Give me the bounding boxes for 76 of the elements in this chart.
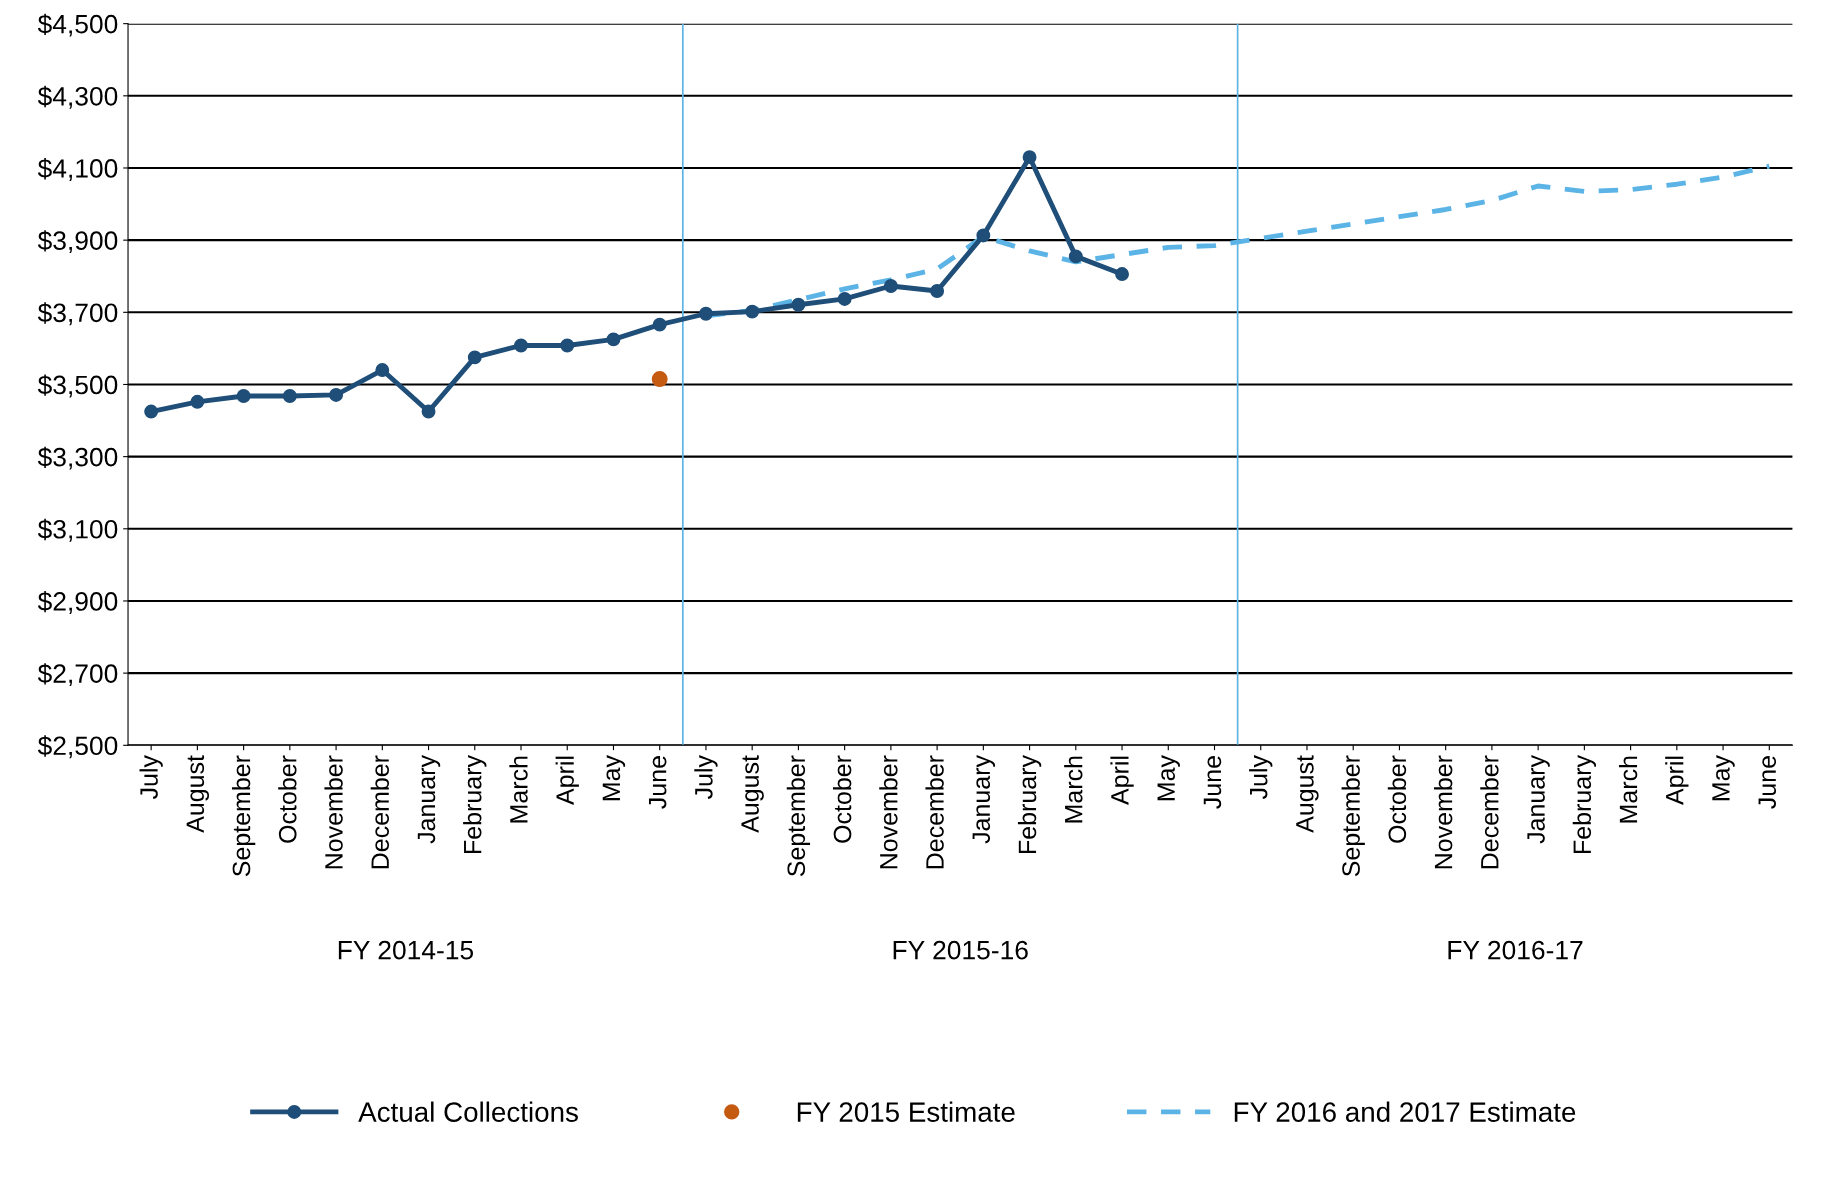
y-tick-label: $2,700	[37, 663, 118, 687]
x-tick-label: December	[370, 755, 390, 869]
point	[236, 389, 251, 403]
text: FY 2015-16	[893, 940, 1028, 960]
point	[652, 317, 667, 332]
y-tick-label: $2,500	[37, 735, 118, 759]
x-tick-label: August	[1296, 755, 1319, 833]
x-tick-label: May	[602, 755, 626, 801]
x-tick-label: January	[417, 755, 441, 844]
x-tick-label: April	[555, 756, 579, 805]
legend-label: FY 2016 and 2017 Estimate	[1234, 1101, 1576, 1122]
point	[606, 332, 621, 347]
x-tick-label: December	[925, 755, 944, 869]
y-tick-label: $3,700	[37, 302, 118, 326]
point	[791, 297, 806, 312]
y-tick-label: $3,900	[37, 230, 118, 254]
point	[837, 292, 852, 306]
x-tick-label: October	[278, 755, 297, 843]
x-tick-label: November	[879, 755, 898, 869]
point	[282, 389, 297, 403]
point	[560, 338, 575, 353]
x-tick-label: April	[1665, 756, 1689, 805]
x-tick-label: July	[694, 755, 718, 800]
x-tick-label: July	[139, 755, 163, 800]
x-tick-label: December	[1480, 755, 1499, 869]
point	[976, 228, 991, 243]
x-tick-label: October	[1387, 755, 1407, 843]
point	[514, 338, 528, 353]
x-tick-label: January	[972, 755, 995, 844]
x-tick-label: March	[509, 756, 528, 823]
point	[1022, 150, 1037, 165]
point	[1068, 249, 1083, 264]
text: FY 2016-17	[1448, 940, 1583, 960]
y-tick-label: $4,100	[37, 158, 118, 181]
point	[1115, 267, 1129, 282]
y-tick-label: $3,100	[37, 518, 118, 542]
point	[651, 371, 668, 388]
point	[375, 363, 390, 377]
x-tick-label: February	[1017, 755, 1042, 853]
point	[421, 404, 436, 419]
x-tick-label: May	[1157, 755, 1180, 801]
x-tick-label: January	[1527, 755, 1550, 844]
x-tick-label: August	[186, 755, 210, 833]
x-tick-label: February	[463, 755, 487, 853]
y-tick-label: $3,300	[37, 446, 118, 470]
y-tick-label: $4,500	[37, 13, 118, 37]
x-tick-label: March	[1064, 756, 1083, 823]
x-tick-label: September	[786, 755, 811, 877]
x-tick-label: February	[1572, 755, 1597, 853]
point	[930, 284, 945, 298]
y-tick-label: $2,900	[37, 590, 118, 614]
x-tick-label: July	[1249, 755, 1273, 800]
y-tick-label: $3,500	[37, 374, 118, 398]
x-tick-label: October	[832, 755, 852, 843]
x-tick-label: November	[324, 755, 343, 869]
x-tick-label: August	[741, 755, 764, 833]
point	[883, 279, 898, 293]
point	[698, 306, 713, 321]
point	[144, 404, 159, 419]
legend-label: Actual Collections	[358, 1101, 578, 1122]
x-tick-label: April	[1110, 756, 1134, 805]
x-tick-label: May	[1712, 755, 1735, 801]
point	[329, 387, 344, 402]
legend-label: FY 2015 Estimate	[797, 1101, 1015, 1122]
x-tick-label: June	[1758, 756, 1777, 809]
x-tick-label: June	[648, 756, 667, 809]
x-tick-label: November	[1434, 755, 1453, 869]
y-tick-label: $4,300	[37, 85, 118, 109]
point	[467, 350, 482, 365]
point	[745, 304, 760, 319]
point	[190, 394, 205, 409]
x-tick-label: September	[231, 755, 256, 877]
text: FY 2014-15	[338, 940, 474, 960]
x-tick-label: September	[1341, 755, 1365, 877]
x-tick-label: June	[1203, 756, 1222, 809]
x-tick-label: March	[1618, 756, 1638, 823]
